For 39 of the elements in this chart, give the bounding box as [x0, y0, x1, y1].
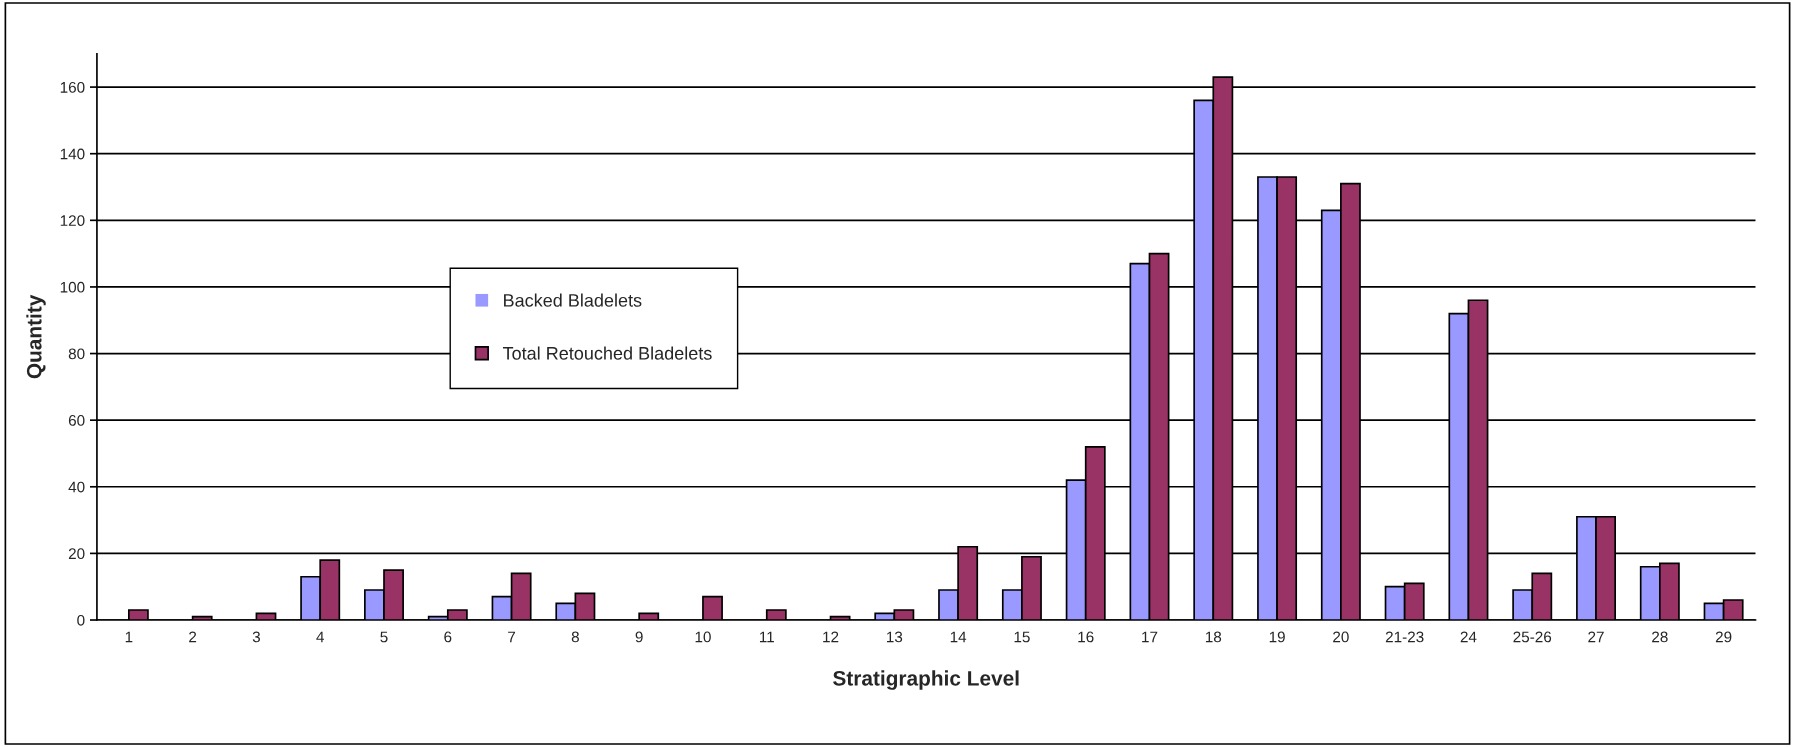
x-tick-label: 29: [1715, 631, 1732, 643]
y-tick-label: 20: [68, 548, 85, 560]
x-tick-label: 25-26: [1513, 631, 1552, 643]
x-tick-label: 12: [823, 631, 839, 643]
y-tick-label: 100: [60, 281, 85, 293]
x-tick-label: 14: [950, 631, 967, 643]
x-tick-label: 3: [252, 631, 260, 643]
x-tick-label: 6: [444, 631, 452, 643]
y-tick-label: 40: [68, 481, 85, 493]
y-axis-title: Quantity: [26, 294, 46, 379]
y-tick-label: 80: [68, 348, 85, 360]
x-axis-title: Stratigraphic Level: [833, 670, 1019, 690]
x-tick-label: 28: [1652, 631, 1668, 643]
legend-label: Backed Bladelets: [504, 293, 642, 307]
x-tick-label: 27: [1588, 631, 1604, 643]
x-tick-label: 21-23: [1385, 631, 1424, 643]
x-tick-label: 5: [380, 631, 388, 643]
x-tick-label: 20: [1333, 631, 1349, 643]
y-tick-label: 120: [60, 215, 85, 227]
x-tick-label: 18: [1205, 631, 1222, 643]
x-tick-label: 24: [1460, 631, 1477, 643]
x-tick-label: 11: [759, 631, 774, 643]
x-tick-label: 15: [1014, 631, 1030, 643]
x-tick-label: 19: [1269, 631, 1285, 643]
x-tick-label: 10: [695, 631, 711, 643]
x-tick-label: 7: [508, 631, 516, 643]
y-tick-label: 160: [60, 81, 85, 93]
y-tick-label: 140: [60, 148, 85, 160]
x-tick-label: 17: [1142, 631, 1158, 643]
x-tick-label: 1: [125, 631, 133, 643]
legend-label: Total Retouched Bladelets: [502, 346, 712, 360]
y-tick-label: 0: [77, 614, 85, 626]
x-tick-label: 13: [886, 631, 903, 643]
x-tick-label: 4: [316, 631, 324, 643]
x-tick-label: 8: [571, 631, 579, 643]
x-tick-label: 16: [1078, 631, 1094, 643]
x-tick-label: 9: [635, 631, 643, 643]
y-tick-label: 60: [68, 415, 85, 426]
x-tick-label: 2: [189, 631, 197, 643]
